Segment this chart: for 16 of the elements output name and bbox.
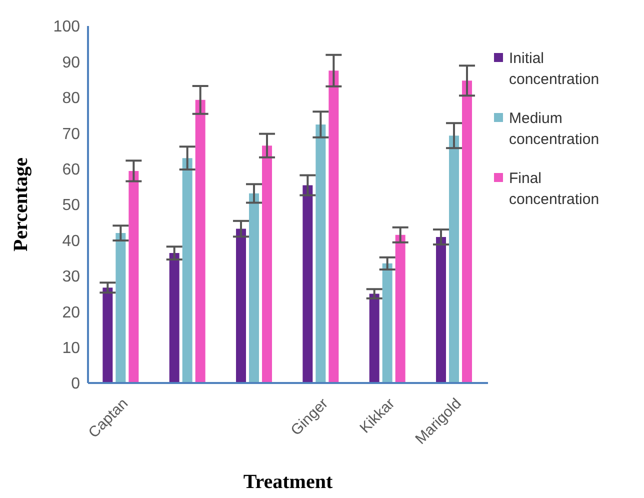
y-tick-label: 90 xyxy=(62,54,80,72)
y-tick-label: 0 xyxy=(71,376,80,393)
y-tick-label: 50 xyxy=(62,197,80,214)
legend-label: Medium concentration xyxy=(509,109,600,150)
y-tick-label: 60 xyxy=(62,161,80,178)
y-tick-label: 40 xyxy=(62,232,80,250)
legend-label: Final concentration xyxy=(509,169,600,210)
y-tick-label: 20 xyxy=(62,304,80,322)
y-tick-label: 100 xyxy=(53,18,80,36)
legend-label: Initial concentration xyxy=(509,49,600,90)
y-axis-title: Percentage xyxy=(10,157,32,252)
x-axis-title: Treatment xyxy=(243,471,333,493)
y-tick-label: 70 xyxy=(62,126,80,143)
y-tick-label: 10 xyxy=(62,340,80,357)
y-tick-label: 30 xyxy=(62,268,80,286)
y-tick-label: 80 xyxy=(62,90,80,108)
